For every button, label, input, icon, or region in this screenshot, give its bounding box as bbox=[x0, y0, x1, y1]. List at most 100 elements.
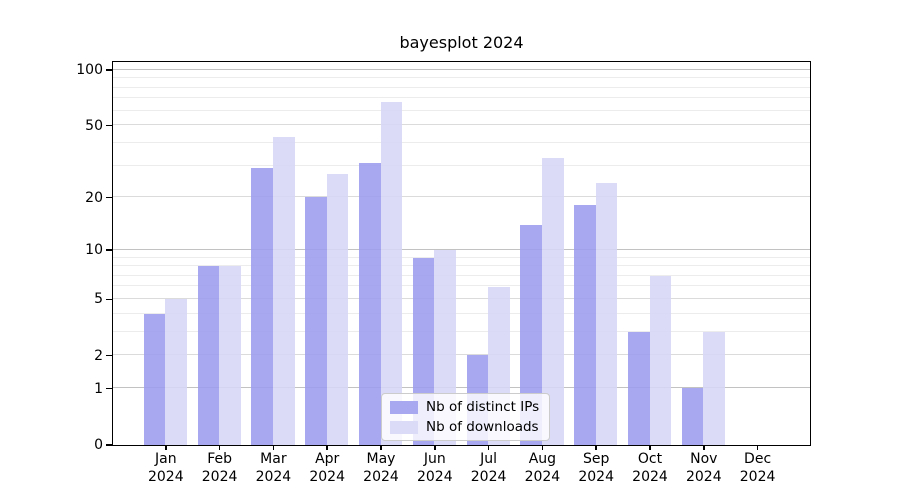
x-tick-mark-apr bbox=[326, 444, 328, 451]
bar-downloads-jan bbox=[165, 299, 187, 445]
y-tick-label-0: 0 bbox=[94, 437, 103, 453]
x-tick-year: 2024 bbox=[363, 468, 399, 485]
x-tick-month: Nov bbox=[690, 451, 718, 467]
x-tick-label-may: May 2024 bbox=[349, 451, 413, 486]
chart-title: bayesplot 2024 bbox=[399, 33, 524, 52]
x-tick-label-feb: Feb 2024 bbox=[188, 451, 252, 486]
legend-item-downloads: Nb of downloads bbox=[390, 419, 539, 435]
y-tick-label-1: 1 bbox=[94, 380, 103, 397]
gridline-10 bbox=[112, 248, 810, 250]
legend-label-downloads: Nb of downloads bbox=[426, 419, 539, 435]
x-tick-month: Dec bbox=[744, 451, 772, 467]
y-tick-mark-0 bbox=[106, 444, 112, 446]
x-tick-mark-sep bbox=[595, 444, 597, 451]
x-tick-year: 2024 bbox=[255, 468, 292, 485]
legend: Nb of distinct IPs Nb of downloads bbox=[381, 393, 551, 441]
x-tick-mark-nov bbox=[703, 444, 705, 451]
gridline-minor-80 bbox=[112, 86, 810, 88]
x-tick-mark-jul bbox=[487, 444, 490, 451]
x-tick-mark-jun bbox=[434, 444, 436, 451]
x-tick-label-jan: Jan 2024 bbox=[134, 451, 198, 486]
y-tick-label-10: 10 bbox=[85, 242, 103, 259]
x-tick-label-mar: Mar 2024 bbox=[241, 451, 305, 486]
y-tick-label-20: 20 bbox=[85, 189, 103, 206]
x-tick-mark-jan bbox=[165, 444, 167, 451]
y-tick-mark-2 bbox=[106, 354, 112, 357]
legend-swatch-downloads bbox=[390, 420, 418, 434]
x-tick-mark-may bbox=[380, 444, 382, 451]
gridline-minor-60 bbox=[112, 109, 810, 111]
x-tick-label-nov: Nov 2024 bbox=[672, 451, 736, 486]
bar-distinct-ips-sep bbox=[574, 205, 596, 445]
gridline-minor-6 bbox=[112, 285, 810, 287]
bar-downloads-aug bbox=[541, 158, 564, 445]
legend-swatch-distinct-ips bbox=[390, 400, 418, 414]
x-tick-label-oct: Oct 2024 bbox=[618, 451, 682, 486]
x-tick-year: 2024 bbox=[578, 468, 614, 485]
x-tick-month: Feb bbox=[207, 451, 232, 467]
bar-downloads-may bbox=[380, 101, 403, 445]
plot-area bbox=[111, 60, 811, 446]
bar-distinct-ips-jan bbox=[143, 313, 166, 445]
x-tick-year: 2024 bbox=[201, 468, 238, 485]
gridline-5 bbox=[112, 298, 810, 300]
x-tick-label-aug: Aug 2024 bbox=[510, 451, 574, 486]
bar-downloads-feb bbox=[219, 266, 241, 445]
bar-distinct-ips-may bbox=[358, 163, 381, 445]
gridline-minor-4 bbox=[112, 312, 810, 314]
x-tick-month: Jul bbox=[480, 451, 498, 467]
bar-distinct-ips-aug bbox=[520, 224, 542, 445]
x-tick-month: Aug bbox=[528, 451, 557, 467]
gridline-minor-40 bbox=[112, 141, 810, 143]
bar-downloads-apr bbox=[326, 173, 349, 445]
x-tick-year: 2024 bbox=[147, 468, 184, 485]
y-tick-label-50: 50 bbox=[85, 117, 103, 134]
legend-label-distinct-ips: Nb of distinct IPs bbox=[426, 399, 540, 415]
bar-distinct-ips-nov bbox=[681, 388, 704, 445]
x-tick-label-sep: Sep 2024 bbox=[564, 451, 628, 486]
bar-downloads-oct bbox=[649, 275, 672, 445]
gridline-minor-9 bbox=[112, 256, 810, 258]
gridline-1 bbox=[112, 387, 810, 389]
x-tick-year: 2024 bbox=[309, 468, 345, 485]
x-tick-year: 2024 bbox=[739, 468, 776, 485]
bar-distinct-ips-mar bbox=[251, 168, 273, 445]
bar-downloads-sep bbox=[595, 183, 618, 445]
y-tick-label-2: 2 bbox=[94, 347, 103, 364]
x-tick-month: Oct bbox=[637, 451, 663, 467]
x-tick-label-jun: Jun 2024 bbox=[403, 451, 467, 486]
x-tick-month: Jan bbox=[155, 451, 177, 467]
x-tick-mark-oct bbox=[649, 444, 651, 451]
y-tick-mark-20 bbox=[106, 196, 112, 199]
x-tick-mark-dec bbox=[756, 444, 759, 451]
gridline-100 bbox=[112, 68, 810, 70]
bar-distinct-ips-apr bbox=[305, 197, 327, 445]
x-tick-label-apr: Apr 2024 bbox=[295, 451, 359, 486]
x-tick-year: 2024 bbox=[470, 468, 507, 485]
x-tick-label-jul: Jul 2024 bbox=[457, 451, 521, 486]
x-tick-mark-aug bbox=[541, 444, 544, 451]
x-tick-month: Jun bbox=[423, 451, 446, 467]
legend-item-distinct-ips: Nb of distinct IPs bbox=[390, 399, 539, 415]
gridline-minor-90 bbox=[112, 77, 810, 79]
y-tick-mark-5 bbox=[106, 298, 112, 301]
x-tick-label-dec: Dec 2024 bbox=[726, 451, 790, 486]
y-tick-label-5: 5 bbox=[94, 291, 103, 308]
x-tick-month: Sep bbox=[582, 451, 610, 467]
y-tick-mark-50 bbox=[106, 124, 112, 127]
gridline-minor-8 bbox=[112, 265, 810, 267]
x-tick-year: 2024 bbox=[524, 468, 561, 485]
bar-distinct-ips-feb bbox=[197, 266, 220, 445]
y-tick-mark-10 bbox=[106, 249, 112, 251]
x-tick-month: Apr bbox=[315, 451, 340, 467]
gridline-minor-7 bbox=[112, 274, 810, 276]
bar-distinct-ips-oct bbox=[627, 332, 650, 445]
y-tick-mark-1 bbox=[106, 387, 112, 390]
y-tick-label-100: 100 bbox=[76, 61, 103, 78]
x-tick-mark-feb bbox=[218, 444, 221, 451]
x-tick-month: Mar bbox=[260, 451, 287, 467]
bar-downloads-mar bbox=[272, 137, 295, 445]
x-tick-mark-mar bbox=[272, 444, 275, 451]
x-tick-year: 2024 bbox=[685, 468, 722, 485]
